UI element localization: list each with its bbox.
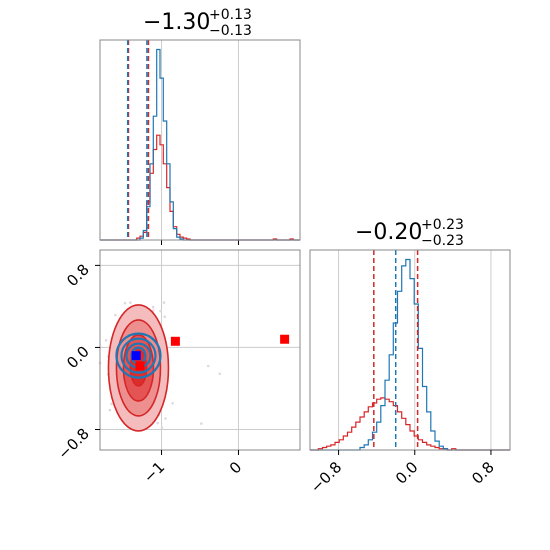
hist-p2-red-series [310,397,510,451]
sample-point-4 [171,402,174,405]
tick-label-2d-y-2: 0.8 [63,260,93,290]
title-p2-value: −0.20 [355,220,423,245]
sample-point-10 [123,301,127,305]
sample-point-14 [163,315,166,319]
frame-p2-histogram [309,249,511,451]
hist-p1-blue-series [100,48,300,241]
sample-point-41 [156,421,159,425]
marker-red-0 [170,336,180,346]
marker-red-1 [280,334,290,344]
sample-point-28 [151,305,155,309]
title-p2: −0.20 +0.23 −0.23 [355,217,464,249]
sample-point-7 [164,417,167,420]
hist-p1-red-series [100,134,300,241]
hist-p2-blue-series [310,258,510,451]
title-p1-upper-error: +0.13 [209,7,252,23]
tick-label-p2-hist-1: 0.0 [392,458,422,488]
title-p1-lower-error: −0.13 [209,23,252,39]
contour-blue-0 [115,332,162,379]
title-p1: −1.30 +0.13 −0.13 [143,7,252,39]
sample-point-24 [159,309,162,313]
tick-label-2d-x-1: 0 [226,458,245,477]
sample-point-60 [160,426,164,430]
title-p2-lower-error: −0.23 [421,233,464,249]
contour-blue-1 [120,337,157,374]
sample-point-39 [110,402,113,406]
sample-point-55 [162,301,166,304]
tick-label-2d-y-1: 0.0 [63,343,93,373]
marker-red-2 [135,361,145,371]
panel-p1-p2-2d-density: −1 0 −0.8 0.0 0.8 [54,249,301,486]
sample-point-61 [129,301,132,304]
frame-p1-histogram [99,39,301,241]
sample-point-33 [104,339,108,342]
tick-label-p2-hist-0: −0.8 [307,458,345,496]
sample-point-65 [108,408,112,412]
tick-label-p2-hist-2: 0.8 [468,458,498,488]
sample-point-32 [114,313,117,317]
panel-p2-histogram: −0.8 0.0 0.8 [307,249,511,497]
sample-point-64 [206,364,210,368]
title-p1-value: −1.30 [143,10,211,35]
frame-2d-panel [99,249,301,451]
sample-point-30 [218,372,222,376]
title-p2-upper-error: +0.23 [421,217,464,233]
sample-point-46 [200,422,203,425]
tick-label-2d-y-0: −0.8 [54,425,92,463]
marker-blue [131,351,141,361]
panel-p1-histogram [99,39,301,245]
tick-label-2d-x-0: −1 [140,458,168,486]
